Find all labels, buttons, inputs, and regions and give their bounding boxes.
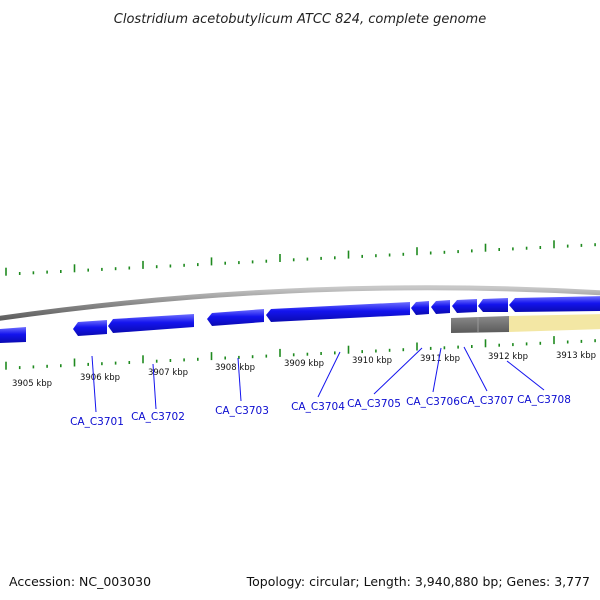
- connector-ca-c3707: [463, 346, 488, 392]
- map-title: Clostridium acetobutylicum ATCC 824, com…: [114, 12, 486, 27]
- gene-arrow-ca-c3708[interactable]: [478, 298, 508, 312]
- gene-arrow-ca-c3706[interactable]: [431, 300, 450, 314]
- ruler-label: 3909 kbp: [284, 359, 324, 369]
- accession-text: Accession: NC_003030: [9, 574, 151, 589]
- connector-ca-c3703: [237, 357, 242, 402]
- ruler-label: 3913 kbp: [556, 351, 596, 361]
- gene-label-ca-c3707[interactable]: CA_C3707: [460, 395, 514, 407]
- connector-ca-c3708: [506, 360, 545, 391]
- ruler-label: 3905 kbp: [12, 379, 52, 389]
- gene-arrow-ca-c3703[interactable]: [207, 309, 264, 326]
- gene-arrow-ca-c3704[interactable]: [266, 302, 410, 322]
- connector-ca-c3706: [432, 347, 442, 393]
- gene-label-ca-c3706[interactable]: CA_C3706: [406, 396, 460, 408]
- connector-ca-c3702: [152, 363, 157, 410]
- gene-arrow-ca-c3702[interactable]: [108, 314, 194, 333]
- gene-label-ca-c3701[interactable]: CA_C3701: [70, 416, 124, 428]
- gene-label-ca-c3703[interactable]: CA_C3703: [215, 405, 269, 417]
- genome-backbone: [0, 285, 600, 321]
- gene-label-ca-c3705[interactable]: CA_C3705: [347, 398, 401, 410]
- gene-arrow-ca-c3709[interactable]: [509, 296, 600, 312]
- inner-tick-ring: [5, 336, 596, 370]
- connector-ca-c3705: [373, 347, 423, 395]
- gene-label-ca-c3702[interactable]: CA_C3702: [131, 411, 185, 423]
- highlight-region: [509, 314, 600, 332]
- gene-arrows: [0, 296, 600, 343]
- connector-ca-c3704: [317, 351, 341, 398]
- gene-arrow-ca-c3705[interactable]: [411, 301, 429, 315]
- gene-labels: CA_C3701 CA_C3702 CA_C3703 CA_C3704 CA_C…: [70, 394, 571, 428]
- gray-feature-block: [451, 316, 509, 333]
- genome-summary-text: Topology: circular; Length: 3,940,880 bp…: [246, 574, 590, 589]
- ruler-label: 3911 kbp: [420, 354, 460, 364]
- gene-label-ca-c3704[interactable]: CA_C3704: [291, 401, 345, 413]
- gene-arrow-ca-c3707[interactable]: [452, 299, 477, 313]
- ruler-label: 3908 kbp: [215, 363, 255, 373]
- gene-label-ca-c3708[interactable]: CA_C3708: [517, 394, 571, 406]
- gene-label-connectors: [91, 346, 545, 413]
- gene-arrow-ca-c3700[interactable]: [0, 327, 26, 343]
- ruler-labels: 3905 kbp 3906 kbp 3907 kbp 3908 kbp 3909…: [12, 351, 596, 389]
- gene-arrow-ca-c3701[interactable]: [73, 320, 107, 336]
- connector-ca-c3701: [91, 355, 97, 413]
- ruler-label: 3912 kbp: [488, 352, 528, 362]
- ruler-label: 3910 kbp: [352, 356, 392, 366]
- ruler-label: 3906 kbp: [80, 373, 120, 383]
- outer-tick-ring: [5, 240, 596, 276]
- ruler-label: 3907 kbp: [148, 368, 188, 378]
